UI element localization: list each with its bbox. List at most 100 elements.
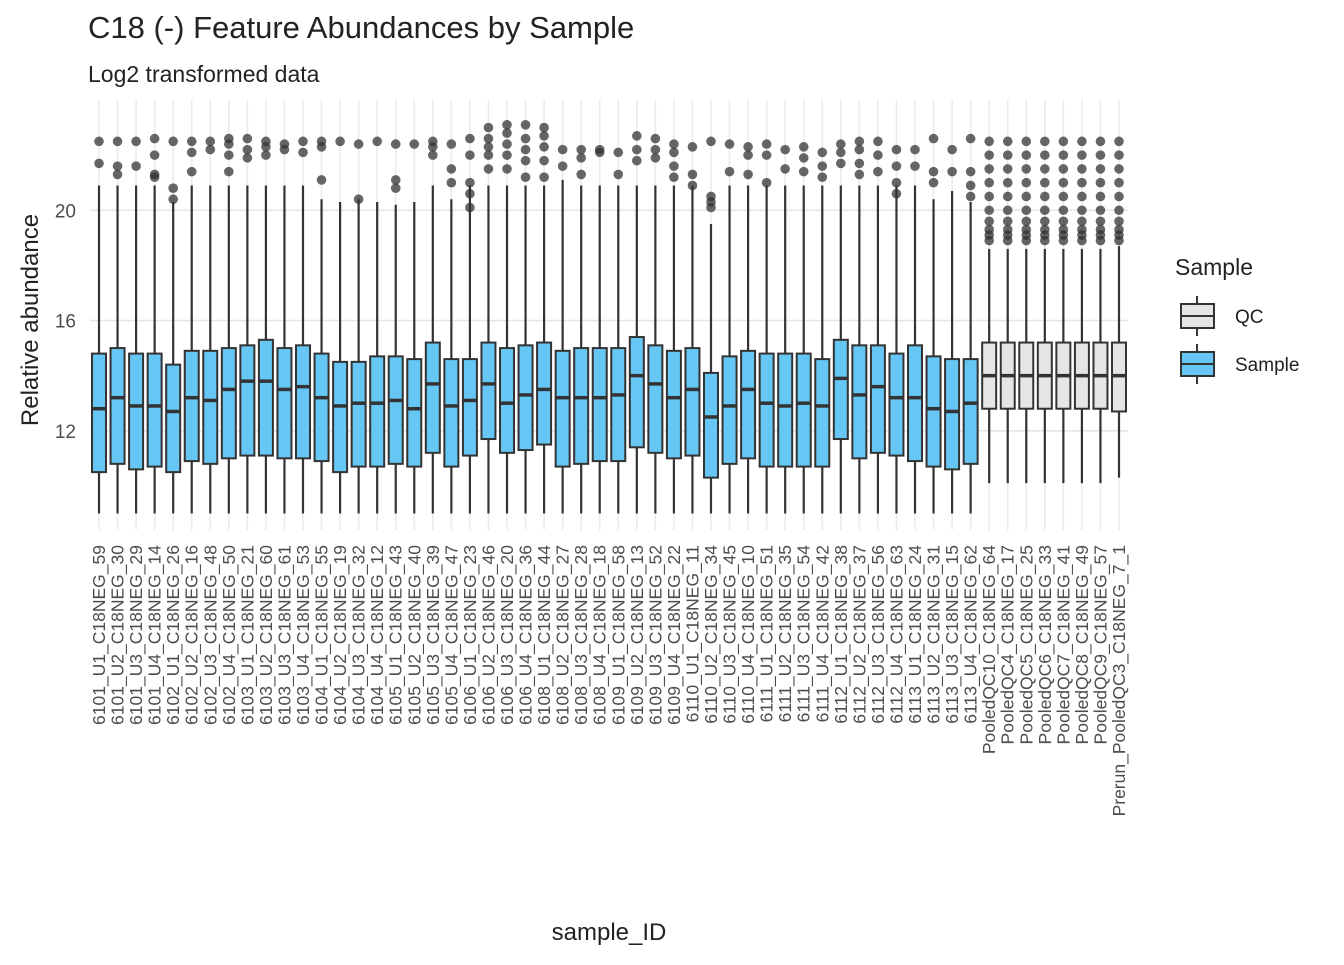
outlier	[854, 158, 865, 169]
outlier	[965, 191, 976, 202]
x-tick-label: 6109_U2_C18NEG_13	[627, 545, 648, 725]
outlier	[1021, 164, 1032, 174]
outlier	[780, 144, 790, 155]
outlier	[224, 133, 234, 144]
box	[461, 358, 478, 457]
x-tick-label: PooledQC9_C18NEG_57	[1090, 545, 1111, 744]
outlier	[1040, 216, 1050, 227]
x-tick-label: 6103_U1_C18NEG_21	[237, 545, 258, 725]
x-tick-label: 6113_U4_C18NEG_62	[961, 545, 982, 724]
box	[276, 347, 293, 460]
x-tick-label: 6102_U4_C18NEG_50	[219, 545, 240, 725]
box	[91, 352, 107, 474]
outlier	[1002, 177, 1013, 188]
x-tick-label: 6105_U1_C18NEG_43	[386, 545, 407, 725]
box	[795, 352, 812, 468]
outlier	[94, 158, 104, 169]
outlier	[242, 144, 253, 155]
outlier	[557, 161, 568, 171]
outlier	[1040, 136, 1050, 147]
outlier	[1040, 191, 1050, 202]
outlier	[743, 169, 753, 180]
outlier	[1077, 164, 1087, 174]
outlier	[539, 122, 549, 133]
box	[944, 358, 961, 471]
outlier	[984, 205, 994, 216]
box	[591, 347, 608, 463]
outlier	[1002, 205, 1013, 216]
outlier	[761, 177, 772, 188]
outlier	[928, 177, 939, 188]
x-tick-label: 6108_U4_C18NEG_18	[590, 545, 611, 725]
outlier	[817, 172, 828, 182]
outlier	[483, 142, 494, 152]
x-tick-label: 6106_U3_C18NEG_20	[497, 545, 518, 725]
outlier	[984, 177, 994, 188]
box	[350, 360, 367, 468]
outlier	[372, 136, 382, 147]
outlier	[1002, 216, 1013, 227]
outlier	[687, 169, 698, 180]
box	[573, 347, 590, 465]
box	[220, 347, 237, 460]
x-tick-label: PooledQC4_C18NEG_17	[998, 545, 1019, 744]
outlier	[965, 180, 976, 191]
outlier	[947, 144, 957, 155]
outlier	[1095, 177, 1106, 188]
outlier	[984, 224, 994, 235]
outlier	[669, 147, 679, 158]
outlier	[353, 139, 364, 149]
box	[257, 338, 274, 457]
plot	[91, 120, 1127, 514]
outlier	[965, 133, 976, 144]
outlier	[483, 133, 494, 144]
outlier	[1058, 224, 1069, 235]
outlier	[483, 122, 494, 133]
outlier	[428, 150, 438, 160]
x-tick-label: 6112_U2_C18NEG_37	[849, 545, 870, 724]
box	[443, 358, 460, 468]
x-tick-label: 6110_U2_C18NEG_34	[701, 545, 722, 724]
y-tick-label: 16	[55, 312, 76, 333]
x-tick-label: 6106_U1_C18NEG_23	[460, 545, 481, 725]
outlier	[131, 161, 141, 171]
outlier	[1077, 205, 1087, 216]
box	[536, 341, 553, 446]
outlier	[1077, 191, 1087, 202]
outlier	[520, 155, 531, 166]
outlier	[112, 161, 123, 171]
box	[721, 355, 738, 465]
box	[313, 352, 330, 463]
x-tick-label: PooledQC6_C18NEG_33	[1035, 545, 1056, 744]
x-tick-label: 6111_U2_C18NEG_35	[775, 545, 796, 722]
outlier	[149, 150, 160, 160]
outlier	[669, 139, 679, 149]
outlier	[446, 177, 457, 188]
outlier	[1058, 150, 1069, 160]
x-tick-label: 6102_U3_C18NEG_48	[200, 545, 221, 725]
outlier	[613, 169, 624, 180]
outlier	[1021, 216, 1032, 227]
outlier	[1095, 216, 1106, 227]
outlier	[984, 164, 994, 174]
x-tick-label: 6104_U3_C18NEG_32	[349, 545, 370, 725]
box	[369, 355, 386, 468]
outlier	[1095, 224, 1106, 235]
outlier	[724, 166, 735, 177]
outlier	[910, 161, 920, 171]
y-tick-label: 20	[55, 201, 76, 222]
outlier	[539, 155, 549, 166]
box	[202, 349, 219, 465]
outlier	[1095, 205, 1106, 216]
outlier	[520, 144, 531, 155]
outlier	[520, 172, 531, 182]
outlier	[1077, 150, 1087, 160]
box	[183, 349, 200, 463]
outlier	[650, 144, 661, 155]
outlier	[1040, 150, 1050, 160]
y-axis-label: Relative abundance	[17, 214, 44, 426]
outlier	[706, 191, 716, 202]
box	[109, 347, 126, 465]
outlier	[168, 183, 178, 194]
x-tick-label: 6104_U1_C18NEG_55	[312, 545, 333, 725]
